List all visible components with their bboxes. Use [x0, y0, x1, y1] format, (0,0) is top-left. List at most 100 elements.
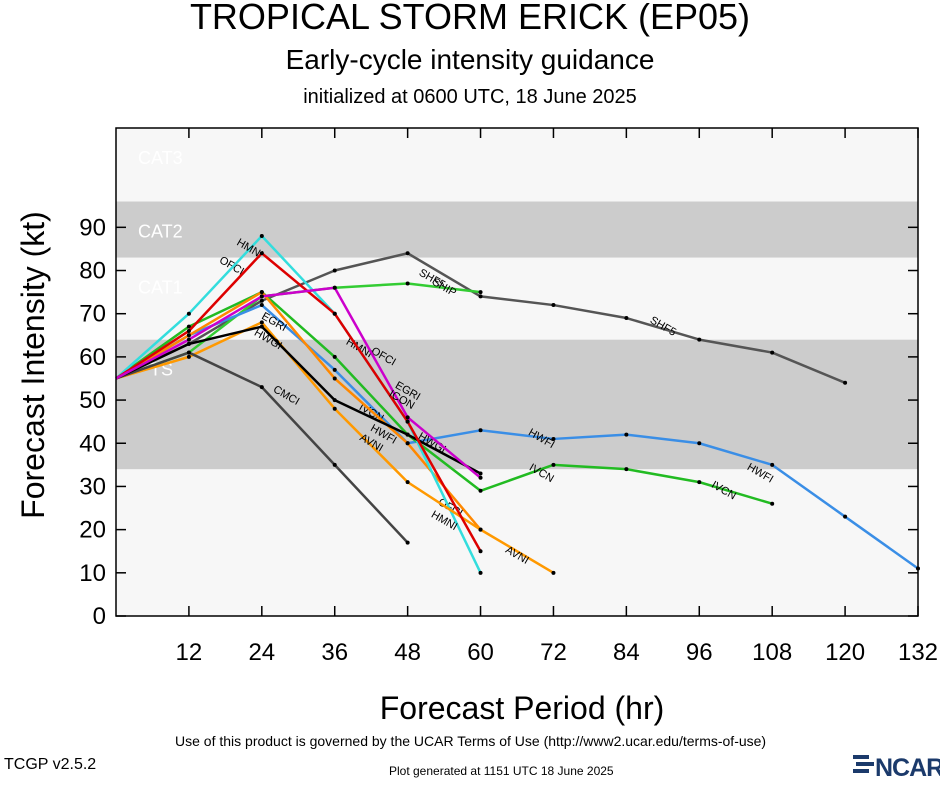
x-tick-label: 108	[752, 639, 792, 666]
x-axis-label: Forecast Period (hr)	[380, 690, 665, 726]
data-point	[405, 419, 410, 424]
data-point	[551, 436, 556, 441]
y-tick-label: 10	[79, 560, 106, 587]
data-point	[259, 324, 264, 329]
data-point	[697, 441, 702, 446]
data-point	[332, 462, 337, 467]
y-tick-label: 30	[79, 473, 106, 500]
data-point	[405, 441, 410, 446]
data-point	[259, 385, 264, 390]
chart-subtitle: Early-cycle intensity guidance	[285, 44, 655, 75]
data-point	[405, 415, 410, 420]
series-line	[115, 290, 773, 505]
series-line	[115, 251, 482, 552]
series-line	[115, 303, 919, 570]
data-point	[259, 294, 264, 299]
y-tick-label: 0	[93, 603, 106, 630]
data-point	[478, 428, 483, 433]
data-point	[186, 311, 191, 316]
plot-border	[115, 127, 919, 617]
data-point	[843, 514, 848, 519]
x-tick-label: 120	[825, 639, 865, 666]
band-cat3	[116, 128, 918, 202]
data-point	[405, 281, 410, 286]
y-tick-label: 70	[79, 301, 106, 328]
data-point	[697, 337, 702, 342]
data-point	[332, 354, 337, 359]
data-point	[186, 350, 191, 355]
data-point	[259, 298, 264, 303]
data-point	[259, 303, 264, 308]
data-point	[186, 324, 191, 329]
data-point	[186, 328, 191, 333]
terms-of-use-link[interactable]: Use of this product is governed by the U…	[175, 733, 767, 749]
data-point	[332, 406, 337, 411]
data-point	[405, 432, 410, 437]
data-point	[186, 337, 191, 342]
data-point	[478, 570, 483, 575]
ncar-logo: NCAR	[850, 752, 940, 782]
version-label: TCGP v2.5.2	[4, 756, 97, 773]
data-point	[478, 471, 483, 476]
band-cat2	[116, 201, 918, 258]
data-point	[259, 290, 264, 295]
data-point	[551, 570, 556, 575]
x-tick-label: 24	[248, 639, 275, 666]
series-line	[115, 234, 482, 574]
x-tick-label: 12	[176, 639, 203, 666]
series-line	[115, 290, 482, 531]
x-tick-label: 84	[613, 639, 640, 666]
x-tick-label: 72	[540, 639, 567, 666]
data-point	[624, 467, 629, 472]
ncar-logo-icon	[853, 755, 874, 773]
data-point	[405, 251, 410, 256]
y-tick-label: 50	[79, 387, 106, 414]
data-point	[332, 398, 337, 403]
ncar-logo-text: NCAR	[875, 754, 940, 782]
generated-timestamp: Plot generated at 1151 UTC 18 June 2025	[389, 764, 614, 778]
axis-ticks: 12 24 36 48 60 72 84 96 108 120 132 0 10 20 30 40 50 60 70…	[79, 128, 938, 666]
band-label: CAT2	[138, 221, 183, 241]
data-point	[478, 294, 483, 299]
plot-frame	[115, 127, 919, 617]
chart-title: TROPICAL STORM ERICK (EP05)	[189, 0, 751, 37]
data-point	[186, 341, 191, 346]
x-tick-label: 48	[394, 639, 421, 666]
data-point	[332, 311, 337, 316]
data-point	[478, 290, 483, 295]
y-tick-label: 80	[79, 258, 106, 285]
band-label: CAT3	[138, 148, 183, 168]
x-tick-label: 96	[686, 639, 713, 666]
data-point	[624, 316, 629, 321]
data-point	[186, 354, 191, 359]
x-tick-label: 36	[321, 639, 348, 666]
initialization-time: initialized at 0600 UTC, 18 June 2025	[303, 86, 637, 108]
data-point	[478, 549, 483, 554]
data-point	[405, 540, 410, 545]
band-ts	[116, 339, 918, 470]
data-point	[551, 462, 556, 467]
data-point	[405, 480, 410, 485]
y-tick-label: 90	[79, 214, 106, 241]
data-point	[259, 233, 264, 238]
band-label: CAT1	[138, 278, 183, 298]
data-point	[478, 488, 483, 493]
data-point	[770, 462, 775, 467]
data-point	[697, 480, 702, 485]
data-point	[259, 320, 264, 325]
y-tick-label: 40	[79, 430, 106, 457]
y-tick-label: 60	[79, 344, 106, 371]
data-point	[624, 432, 629, 437]
data-point	[259, 251, 264, 256]
x-tick-label: 60	[467, 639, 494, 666]
data-point	[770, 350, 775, 355]
series-line	[115, 286, 482, 479]
band-td	[116, 469, 918, 616]
data-point	[478, 475, 483, 480]
data-point	[551, 303, 556, 308]
y-tick-label: 20	[79, 517, 106, 544]
data-point	[332, 376, 337, 381]
x-tick-label: 132	[898, 639, 938, 666]
